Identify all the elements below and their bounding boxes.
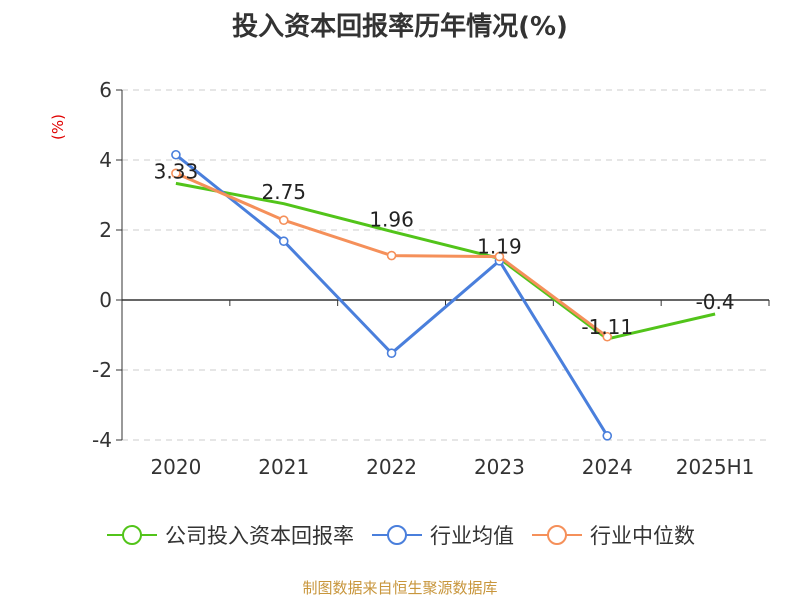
x-tick-label: 2024 — [582, 455, 633, 479]
data-point — [386, 348, 397, 359]
y-tick-label: 2 — [99, 218, 112, 242]
y-tick-label: 0 — [99, 288, 112, 312]
chart-title: 投入资本回报率历年情况(%) — [232, 12, 568, 42]
data-point — [386, 250, 397, 261]
chart-legend: 公司投入资本回报率 行业均值 行业中位数 — [0, 520, 800, 550]
data-label: 2.75 — [261, 180, 306, 204]
legend-label: 行业均值 — [430, 524, 514, 548]
data-point — [494, 251, 505, 262]
data-point — [602, 331, 613, 342]
data-point — [602, 430, 613, 441]
data-label: 1.19 — [477, 234, 522, 258]
y-tick-label: 6 — [99, 78, 112, 102]
data-point — [171, 149, 181, 160]
legend-label: 行业中位数 — [590, 524, 695, 548]
data-point — [278, 215, 289, 225]
x-tick-label: 2020 — [150, 455, 201, 479]
legend-item[interactable]: 公司投入资本回报率 — [105, 520, 354, 550]
data-label: -1.11 — [581, 315, 633, 339]
x-tick-label: 2025H1 — [676, 455, 755, 479]
data-point — [171, 168, 181, 179]
data-label: 3.33 — [154, 159, 199, 183]
data-label: -0.4 — [696, 290, 735, 314]
data-label: 1.96 — [369, 207, 414, 231]
x-tick-label: 2022 — [366, 455, 417, 479]
legend-swatch-icon — [107, 525, 157, 545]
y-tick-label: 4 — [99, 148, 112, 172]
y-tick-label: -4 — [92, 428, 112, 452]
legend-swatch-icon — [372, 525, 422, 545]
legend-item[interactable]: 行业均值 — [370, 520, 514, 550]
x-tick-label: 2023 — [474, 455, 525, 479]
series-line — [175, 181, 716, 341]
data-point — [278, 236, 289, 246]
y-tick-label: -2 — [92, 358, 112, 382]
legend-item[interactable]: 行业中位数 — [530, 520, 695, 550]
legend-swatch-icon — [532, 525, 582, 545]
x-tick-label: 2021 — [258, 455, 309, 479]
legend-label: 公司投入资本回报率 — [165, 524, 354, 548]
y-axis-unit-label: (%) — [49, 114, 67, 140]
source-footer: 制图数据来自恒生聚源数据库 — [302, 579, 498, 597]
